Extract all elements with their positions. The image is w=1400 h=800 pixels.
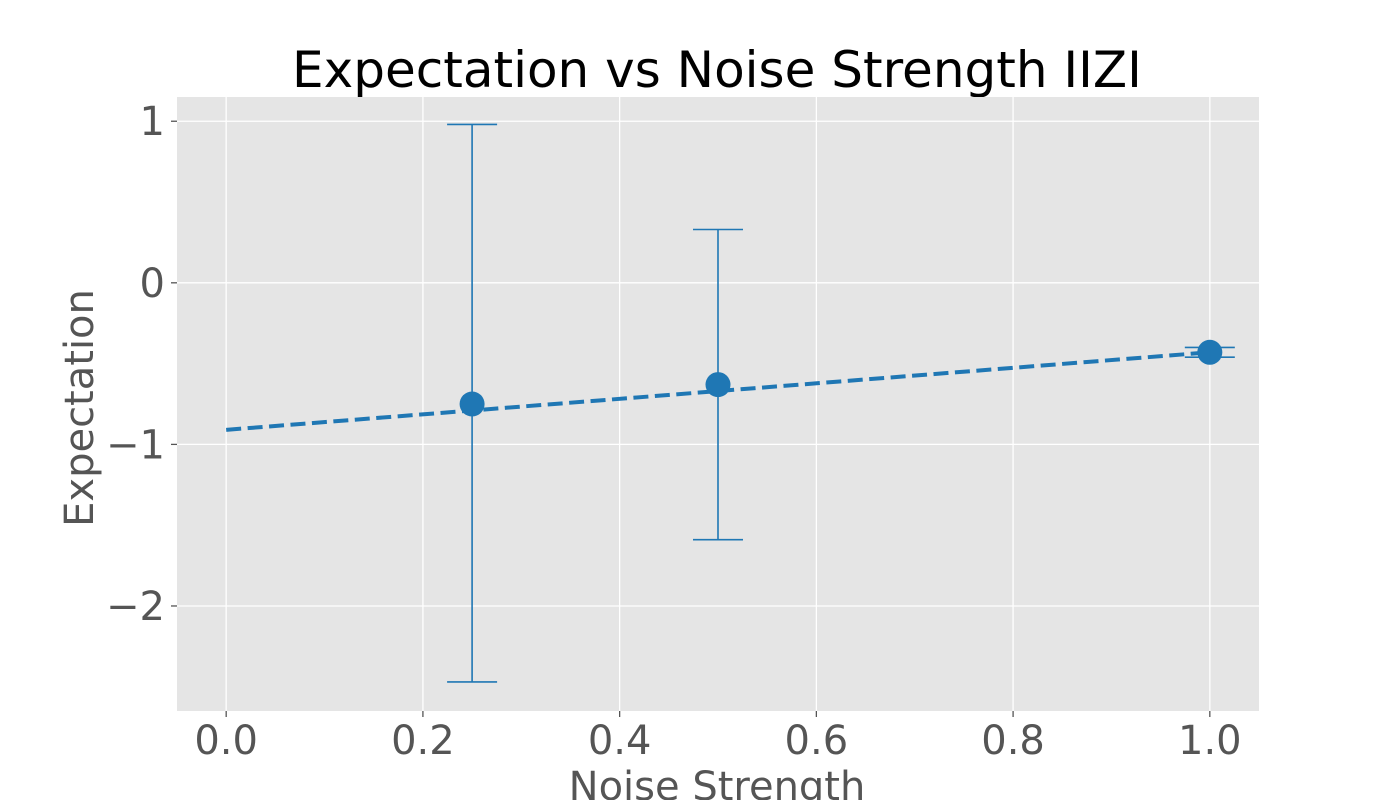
x-tick-label: 0.4 bbox=[588, 718, 652, 764]
x-tick-label: 0.0 bbox=[194, 718, 258, 764]
data-point bbox=[705, 372, 731, 398]
x-tick-label: 0.2 bbox=[391, 718, 455, 764]
x-tick-label: 0.6 bbox=[785, 718, 849, 764]
y-axis-label: Expectation bbox=[57, 289, 103, 527]
y-tick-label: −2 bbox=[106, 584, 165, 630]
x-axis-label: Noise Strength bbox=[569, 764, 866, 800]
grid-lines bbox=[177, 97, 1259, 711]
data-points bbox=[459, 339, 1223, 417]
x-axis-ticks: 0.0 0.2 0.4 0.6 0.8 1.0 bbox=[194, 711, 1242, 764]
chart-title: Expectation vs Noise Strength IIZI bbox=[292, 41, 1142, 99]
y-tick-label: −1 bbox=[106, 422, 165, 468]
data-point bbox=[1197, 339, 1223, 365]
x-tick-label: 1.0 bbox=[1178, 718, 1242, 764]
y-tick-label: 1 bbox=[140, 99, 165, 145]
y-axis-ticks: 1 0 −1 −2 bbox=[106, 99, 177, 630]
data-point bbox=[459, 391, 485, 417]
x-tick-label: 0.8 bbox=[981, 718, 1045, 764]
fit-line bbox=[226, 350, 1210, 432]
y-tick-label: 0 bbox=[140, 261, 165, 307]
fit-line-group bbox=[226, 350, 1210, 432]
